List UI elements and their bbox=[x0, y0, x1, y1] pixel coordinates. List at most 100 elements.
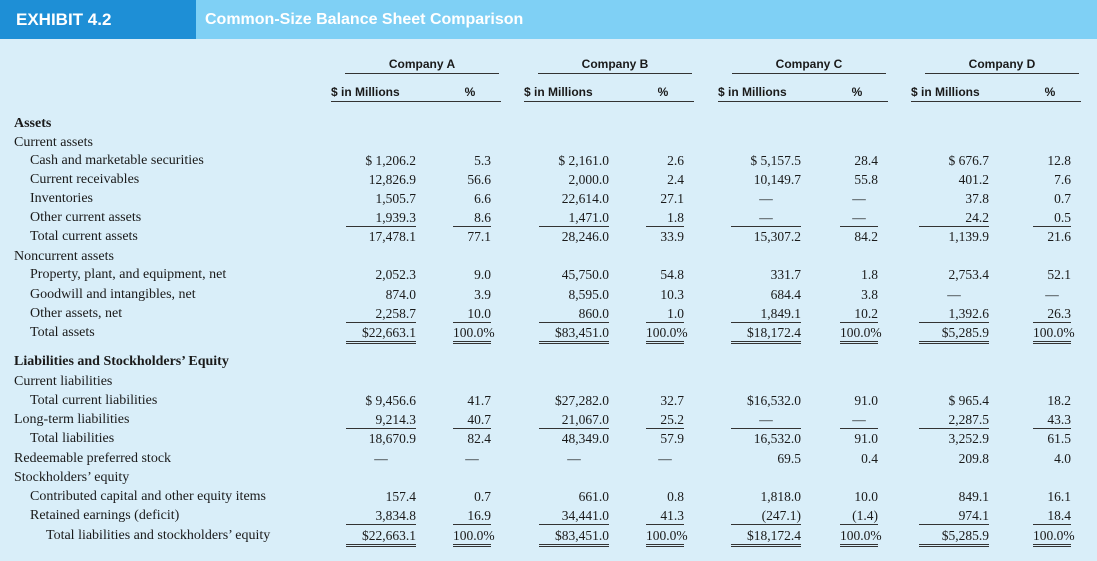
amount-cell: — bbox=[947, 287, 961, 302]
amount-cell: $5,285.9 bbox=[919, 528, 989, 547]
amount-column-header: $ in Millions bbox=[718, 84, 826, 102]
percent-cell: 27.1 bbox=[660, 191, 684, 206]
row-label: Current liabilities bbox=[14, 374, 113, 389]
amount-cell: 10,149.7 bbox=[753, 172, 801, 187]
amount-cell: 1,139.9 bbox=[948, 229, 990, 244]
amount-cell: 1,818.0 bbox=[760, 489, 802, 504]
row-label: Current receivables bbox=[30, 172, 140, 187]
company-header: Company C bbox=[732, 56, 886, 74]
percent-cell: 100.0% bbox=[1033, 325, 1075, 344]
amount-cell: 2,287.5 bbox=[919, 412, 989, 429]
percent-cell: 52.1 bbox=[1047, 267, 1071, 282]
amount-cell: — bbox=[731, 210, 801, 227]
percent-cell: 82.4 bbox=[467, 431, 491, 446]
amount-cell: — bbox=[567, 451, 581, 466]
row-label: Retained earnings (deficit) bbox=[30, 508, 180, 523]
percent-cell: 100.0% bbox=[646, 325, 688, 344]
amount-cell: 24.2 bbox=[919, 210, 989, 227]
company-header: Company A bbox=[345, 56, 499, 74]
amount-column-header: $ in Millions bbox=[911, 84, 1019, 102]
amount-cell: 684.4 bbox=[770, 287, 801, 302]
row-label: Stockholders’ equity bbox=[14, 470, 130, 485]
percent-cell: 54.8 bbox=[660, 267, 684, 282]
row-label: Property, plant, and equipment, net bbox=[30, 267, 227, 282]
percent-cell: 57.9 bbox=[660, 431, 684, 446]
percent-cell: 41.7 bbox=[467, 393, 491, 408]
row-label: Other assets, net bbox=[30, 306, 123, 321]
percent-cell: 3.8 bbox=[861, 287, 878, 302]
amount-cell: 37.8 bbox=[965, 191, 989, 206]
percent-cell: 10.0 bbox=[854, 489, 878, 504]
amount-cell: 18,670.9 bbox=[368, 431, 416, 446]
amount-cell: 1,392.6 bbox=[919, 306, 989, 323]
amount-cell: 974.1 bbox=[919, 508, 989, 525]
row-label: Cash and marketable securities bbox=[30, 153, 204, 168]
percent-cell: — bbox=[852, 191, 866, 206]
amount-cell: 2,753.4 bbox=[948, 267, 990, 282]
percent-cell: 91.0 bbox=[854, 431, 878, 446]
amount-cell: 1,849.1 bbox=[731, 306, 801, 323]
percent-cell: 100.0% bbox=[646, 528, 688, 547]
row-label: Redeemable preferred stock bbox=[14, 451, 172, 466]
amount-cell: $18,172.4 bbox=[731, 325, 801, 344]
amount-cell: $22,663.1 bbox=[346, 325, 416, 344]
percent-cell: 0.7 bbox=[474, 489, 491, 504]
percent-cell: 28.4 bbox=[854, 153, 878, 168]
percent-column-header: % bbox=[826, 84, 888, 102]
amount-cell: 331.7 bbox=[770, 267, 801, 282]
amount-column-header: $ in Millions bbox=[331, 84, 439, 102]
amount-cell: 860.0 bbox=[539, 306, 609, 323]
amount-cell: 2,052.3 bbox=[375, 267, 417, 282]
row-label: Inventories bbox=[30, 191, 93, 206]
amount-cell: — bbox=[731, 412, 801, 429]
amount-cell: 3,834.8 bbox=[346, 508, 416, 525]
percent-cell: 10.0 bbox=[453, 306, 491, 323]
amount-cell: 15,307.2 bbox=[753, 229, 801, 244]
amount-cell: $83,451.0 bbox=[539, 528, 609, 547]
percent-cell: 3.9 bbox=[474, 287, 491, 302]
percent-cell: — bbox=[465, 451, 479, 466]
amount-cell: 34,441.0 bbox=[539, 508, 609, 525]
percent-cell: 25.2 bbox=[646, 412, 684, 429]
percent-cell: (1.4) bbox=[840, 508, 878, 525]
percent-cell: 33.9 bbox=[660, 229, 684, 244]
amount-cell: $ 2,161.0 bbox=[558, 153, 609, 168]
percent-cell: — bbox=[658, 451, 672, 466]
percent-cell: 2.4 bbox=[667, 172, 684, 187]
percent-cell: — bbox=[840, 210, 878, 227]
amount-cell: $5,285.9 bbox=[919, 325, 989, 344]
company-header: Company D bbox=[925, 56, 1079, 74]
row-label: Other current assets bbox=[30, 210, 142, 225]
amount-cell: 401.2 bbox=[958, 172, 989, 187]
amount-cell: 21,067.0 bbox=[539, 412, 609, 429]
percent-cell: 100.0% bbox=[453, 528, 495, 547]
exhibit-title: Common-Size Balance Sheet Comparison bbox=[196, 0, 1097, 39]
percent-cell: 0.4 bbox=[861, 451, 878, 466]
row-label: Current assets bbox=[14, 135, 93, 150]
amount-cell: 2,258.7 bbox=[346, 306, 416, 323]
row-label: Contributed capital and other equity ite… bbox=[30, 489, 266, 504]
exhibit-number: EXHIBIT 4.2 bbox=[0, 0, 196, 39]
percent-cell: 16.1 bbox=[1047, 489, 1071, 504]
row-label: Assets bbox=[14, 116, 52, 131]
percent-cell: 8.6 bbox=[453, 210, 491, 227]
amount-cell: 849.1 bbox=[958, 489, 989, 504]
amount-cell: 48,349.0 bbox=[561, 431, 609, 446]
percent-cell: 21.6 bbox=[1047, 229, 1071, 244]
percent-cell: 0.7 bbox=[1054, 191, 1071, 206]
percent-cell: 91.0 bbox=[854, 393, 878, 408]
row-label: Long-term liabilities bbox=[14, 412, 130, 427]
amount-column-header: $ in Millions bbox=[524, 84, 632, 102]
percent-column-header: % bbox=[1019, 84, 1081, 102]
amount-cell: 16,532.0 bbox=[753, 431, 801, 446]
percent-cell: 18.2 bbox=[1047, 393, 1071, 408]
percent-cell: 10.2 bbox=[840, 306, 878, 323]
amount-cell: $18,172.4 bbox=[731, 528, 801, 547]
row-label: Total liabilities bbox=[30, 431, 115, 446]
amount-cell: $22,663.1 bbox=[346, 528, 416, 547]
amount-cell: $ 9,456.6 bbox=[365, 393, 416, 408]
amount-cell: 2,000.0 bbox=[568, 172, 610, 187]
percent-cell: 43.3 bbox=[1033, 412, 1071, 429]
percent-cell: 84.2 bbox=[854, 229, 878, 244]
percent-cell: 41.3 bbox=[646, 508, 684, 525]
